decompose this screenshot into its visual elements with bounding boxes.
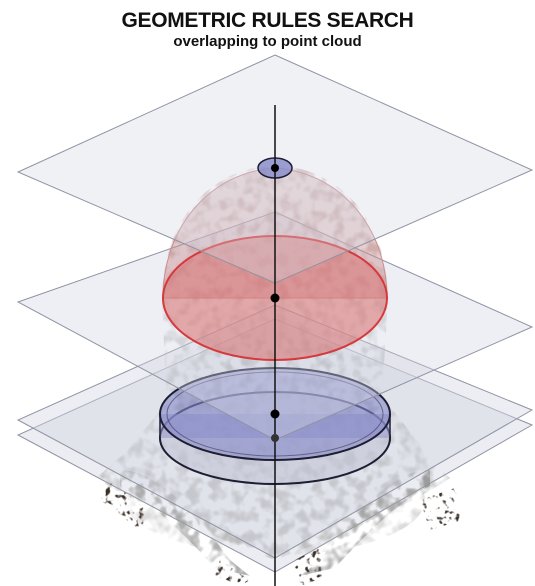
diagram-subtitle: overlapping to point cloud (173, 33, 362, 50)
diagram-title: GEOMETRIC RULES SEARCH (121, 9, 414, 32)
base-top-center-point (270, 409, 280, 419)
header: GEOMETRIC RULES SEARCH overlapping to po… (0, 0, 535, 51)
base-bottom-center-point (271, 434, 279, 442)
dome-center-point (270, 293, 280, 303)
oculus-center-point (271, 164, 279, 172)
